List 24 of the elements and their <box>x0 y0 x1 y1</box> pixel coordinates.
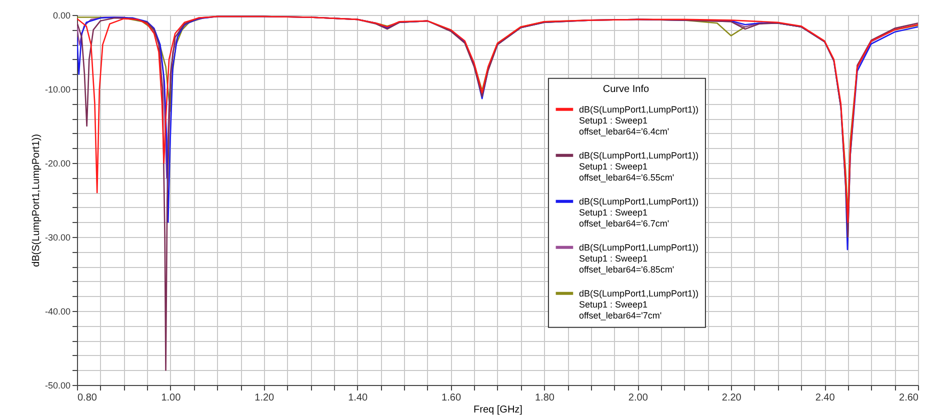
x-axis-title: Freq [GHz] <box>474 404 523 416</box>
legend-label: dB(S(LumpPort1,LumpPort1)) Setup1 : Sweep1 offset_lebar64='6.4cm' <box>578 104 699 136</box>
legend-label: dB(S(LumpPort1,LumpPort1)) Setup1 : Sweep1 offset_lebar64='6.85cm' <box>578 242 699 274</box>
x-tick-label: 2.20 <box>722 392 742 404</box>
x-tick-label: 2.60 <box>899 392 919 404</box>
x-tick-label: 2.40 <box>815 392 836 404</box>
legend-label: dB(S(LumpPort1,LumpPort1)) Setup1 : Sweep1 offset_lebar64='7cm' <box>578 288 699 320</box>
y-tick-label: -10.00 <box>44 84 70 94</box>
legend-label: dB(S(LumpPort1,LumpPort1)) Setup1 : Sweep1 offset_lebar64='6.55cm' <box>578 150 699 182</box>
x-tick-label: 1.80 <box>534 392 555 404</box>
y-tick-label: -40.00 <box>44 306 70 316</box>
legend-title: Curve Info <box>602 84 650 95</box>
x-tick-label: 0.80 <box>78 392 98 404</box>
x-tick-label: 1.20 <box>254 392 275 404</box>
x-tick-label: 1.00 <box>161 392 182 404</box>
legend-label: dB(S(LumpPort1,LumpPort1)) Setup1 : Sweep1 offset_lebar64='6.7cm' <box>578 196 699 228</box>
y-tick-label: 0.00 <box>52 10 70 20</box>
y-tick-label: -30.00 <box>44 232 70 242</box>
y-axis-title: dB(S(LumpPort1,LumpPort1)) <box>30 134 42 267</box>
y-tick-label: -50.00 <box>44 380 70 390</box>
y-tick-label: -20.00 <box>44 158 70 168</box>
x-tick-label: 1.40 <box>348 392 368 404</box>
x-tick-label: 2.00 <box>628 392 648 404</box>
x-tick-label: 1.60 <box>442 392 462 404</box>
